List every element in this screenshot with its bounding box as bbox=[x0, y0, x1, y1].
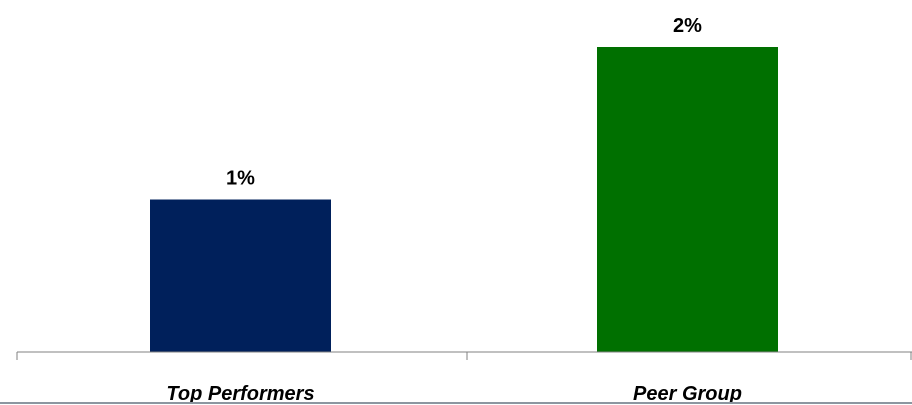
value-label-top-performers: 1% bbox=[226, 168, 255, 190]
category-labels-group: Top Performers Peer Group bbox=[166, 383, 742, 405]
category-label-peer-group: Peer Group bbox=[633, 383, 742, 405]
category-label-top-performers: Top Performers bbox=[166, 383, 314, 405]
bar-peer-group bbox=[597, 47, 778, 352]
bar-top-performers bbox=[150, 199, 331, 352]
x-axis bbox=[16, 351, 912, 360]
value-label-peer-group: 2% bbox=[673, 15, 702, 37]
value-labels-group: 1% 2% bbox=[226, 15, 702, 190]
bars-group bbox=[150, 47, 778, 352]
